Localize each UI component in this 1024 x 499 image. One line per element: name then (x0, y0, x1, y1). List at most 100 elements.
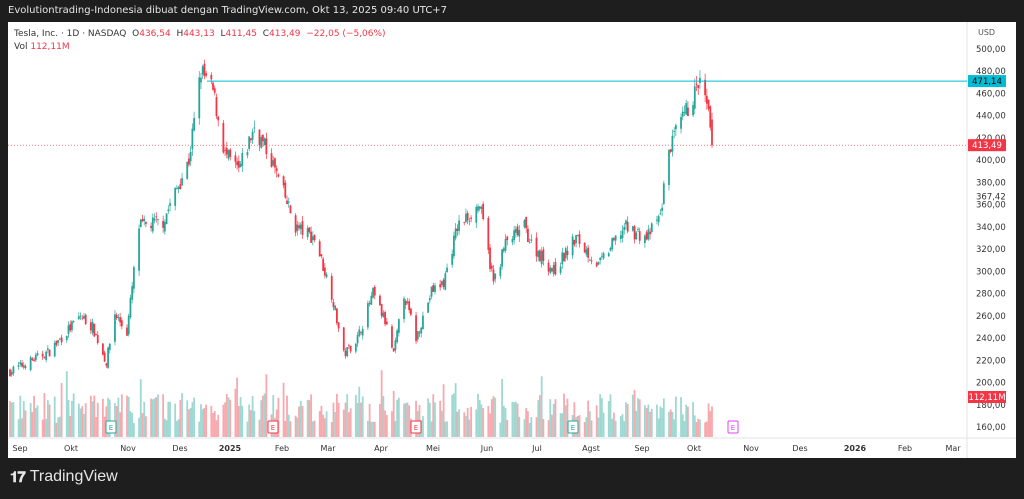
y-tick-label: 280,00 (976, 290, 1006, 300)
earnings-marker[interactable]: E (267, 420, 279, 434)
volume-bar (67, 400, 70, 437)
candle-body (108, 343, 111, 350)
volume-bar (478, 400, 481, 437)
volume-bar (526, 411, 529, 437)
candle-body (29, 356, 32, 371)
volume-bar (210, 405, 213, 437)
candle-body (141, 219, 144, 222)
candle-body (526, 228, 529, 243)
volume-bar (165, 420, 168, 437)
candle-body (626, 221, 629, 232)
volume-bar (587, 400, 590, 437)
candle-body (151, 217, 154, 232)
y-tick-label: 460,00 (976, 89, 1006, 99)
candle-body (210, 74, 213, 80)
candle-body (408, 301, 411, 311)
candle-body (490, 265, 493, 269)
volume-bar (506, 419, 509, 437)
volume-bar (463, 412, 466, 437)
volume-bar (614, 420, 617, 437)
volume-bar (179, 399, 182, 437)
volume-bar (647, 404, 650, 437)
candle-body (523, 220, 526, 228)
candle-body (446, 267, 448, 273)
change-value: −22,05 (−5,06%) (306, 29, 386, 39)
volume-bar (563, 393, 565, 437)
candle-body (336, 308, 338, 324)
candle-body (284, 182, 287, 198)
earnings-marker[interactable]: E (105, 420, 117, 434)
last-price-tag-bg (968, 139, 1006, 152)
volume-bar (114, 403, 116, 437)
volume-bar (635, 410, 638, 437)
candle-body (494, 273, 497, 280)
candle-body (153, 218, 156, 221)
candle-body (585, 249, 588, 255)
earnings-marker[interactable]: E (567, 420, 579, 434)
volume-bar (475, 409, 478, 437)
candle-body (537, 251, 540, 258)
volume-bar (626, 403, 629, 437)
volume-bar (157, 394, 159, 437)
y-tick-label: 220,00 (976, 356, 1006, 366)
y-tick-label: 300,00 (976, 267, 1006, 277)
candle-body (286, 200, 288, 205)
candle-body (251, 131, 254, 140)
volume-bar (621, 414, 624, 437)
candle-body (587, 247, 590, 258)
y-tick-label: 200,00 (976, 379, 1006, 389)
volume-bar (81, 406, 84, 437)
volume-bar (554, 399, 557, 437)
volume-bar (33, 395, 35, 437)
volume-bar (650, 408, 653, 437)
volume-bar (595, 405, 598, 437)
volume-bar (46, 400, 49, 437)
volume-bar (585, 417, 588, 437)
volume-bar (466, 407, 469, 437)
volume-bar (248, 404, 251, 437)
candle-body (573, 239, 576, 245)
candle-body (456, 228, 459, 231)
volume-bar (72, 393, 75, 437)
candle-body (668, 150, 670, 185)
candle-body (337, 322, 340, 329)
candle-body (535, 237, 538, 257)
volume-bar (540, 376, 543, 437)
earnings-marker[interactable]: E (727, 420, 739, 434)
candle-body (397, 319, 400, 333)
candle-body (253, 127, 256, 129)
volume-bar (330, 422, 333, 437)
plain-price-tag: 367,42 (976, 192, 1006, 202)
x-tick-label: Mar (320, 444, 336, 453)
volume-bar (21, 418, 23, 437)
volume-bar (382, 396, 385, 437)
candle-body (542, 249, 545, 261)
candle-body (516, 226, 519, 236)
candle-body (306, 228, 309, 238)
candle-body (215, 97, 218, 117)
candle-body (81, 317, 84, 319)
candle-body (157, 219, 159, 220)
volume-bar (668, 411, 670, 437)
volume-bar (198, 421, 201, 437)
earnings-marker[interactable]: E (410, 420, 422, 434)
volume-bar (360, 402, 362, 437)
open-value: 436,54 (139, 29, 171, 39)
candle-body (89, 322, 92, 331)
volume-bar (95, 416, 97, 437)
x-tick-label: Apr (374, 444, 389, 453)
x-tick-label: Mei (426, 444, 440, 453)
y-tick-label: 340,00 (976, 223, 1006, 233)
volume-bar (502, 405, 505, 437)
volume-bar (322, 414, 325, 437)
candle-body (633, 226, 636, 240)
volume-bar (107, 397, 109, 437)
volume-bar (143, 401, 146, 437)
candle-body (191, 128, 194, 150)
volume-bar (57, 417, 60, 437)
candle-body (511, 239, 514, 243)
candle-body (432, 285, 435, 292)
tradingview-logo[interactable]: 𝟏𝟕 TradingView (10, 468, 118, 486)
volume-value: 112,11M (30, 42, 70, 52)
